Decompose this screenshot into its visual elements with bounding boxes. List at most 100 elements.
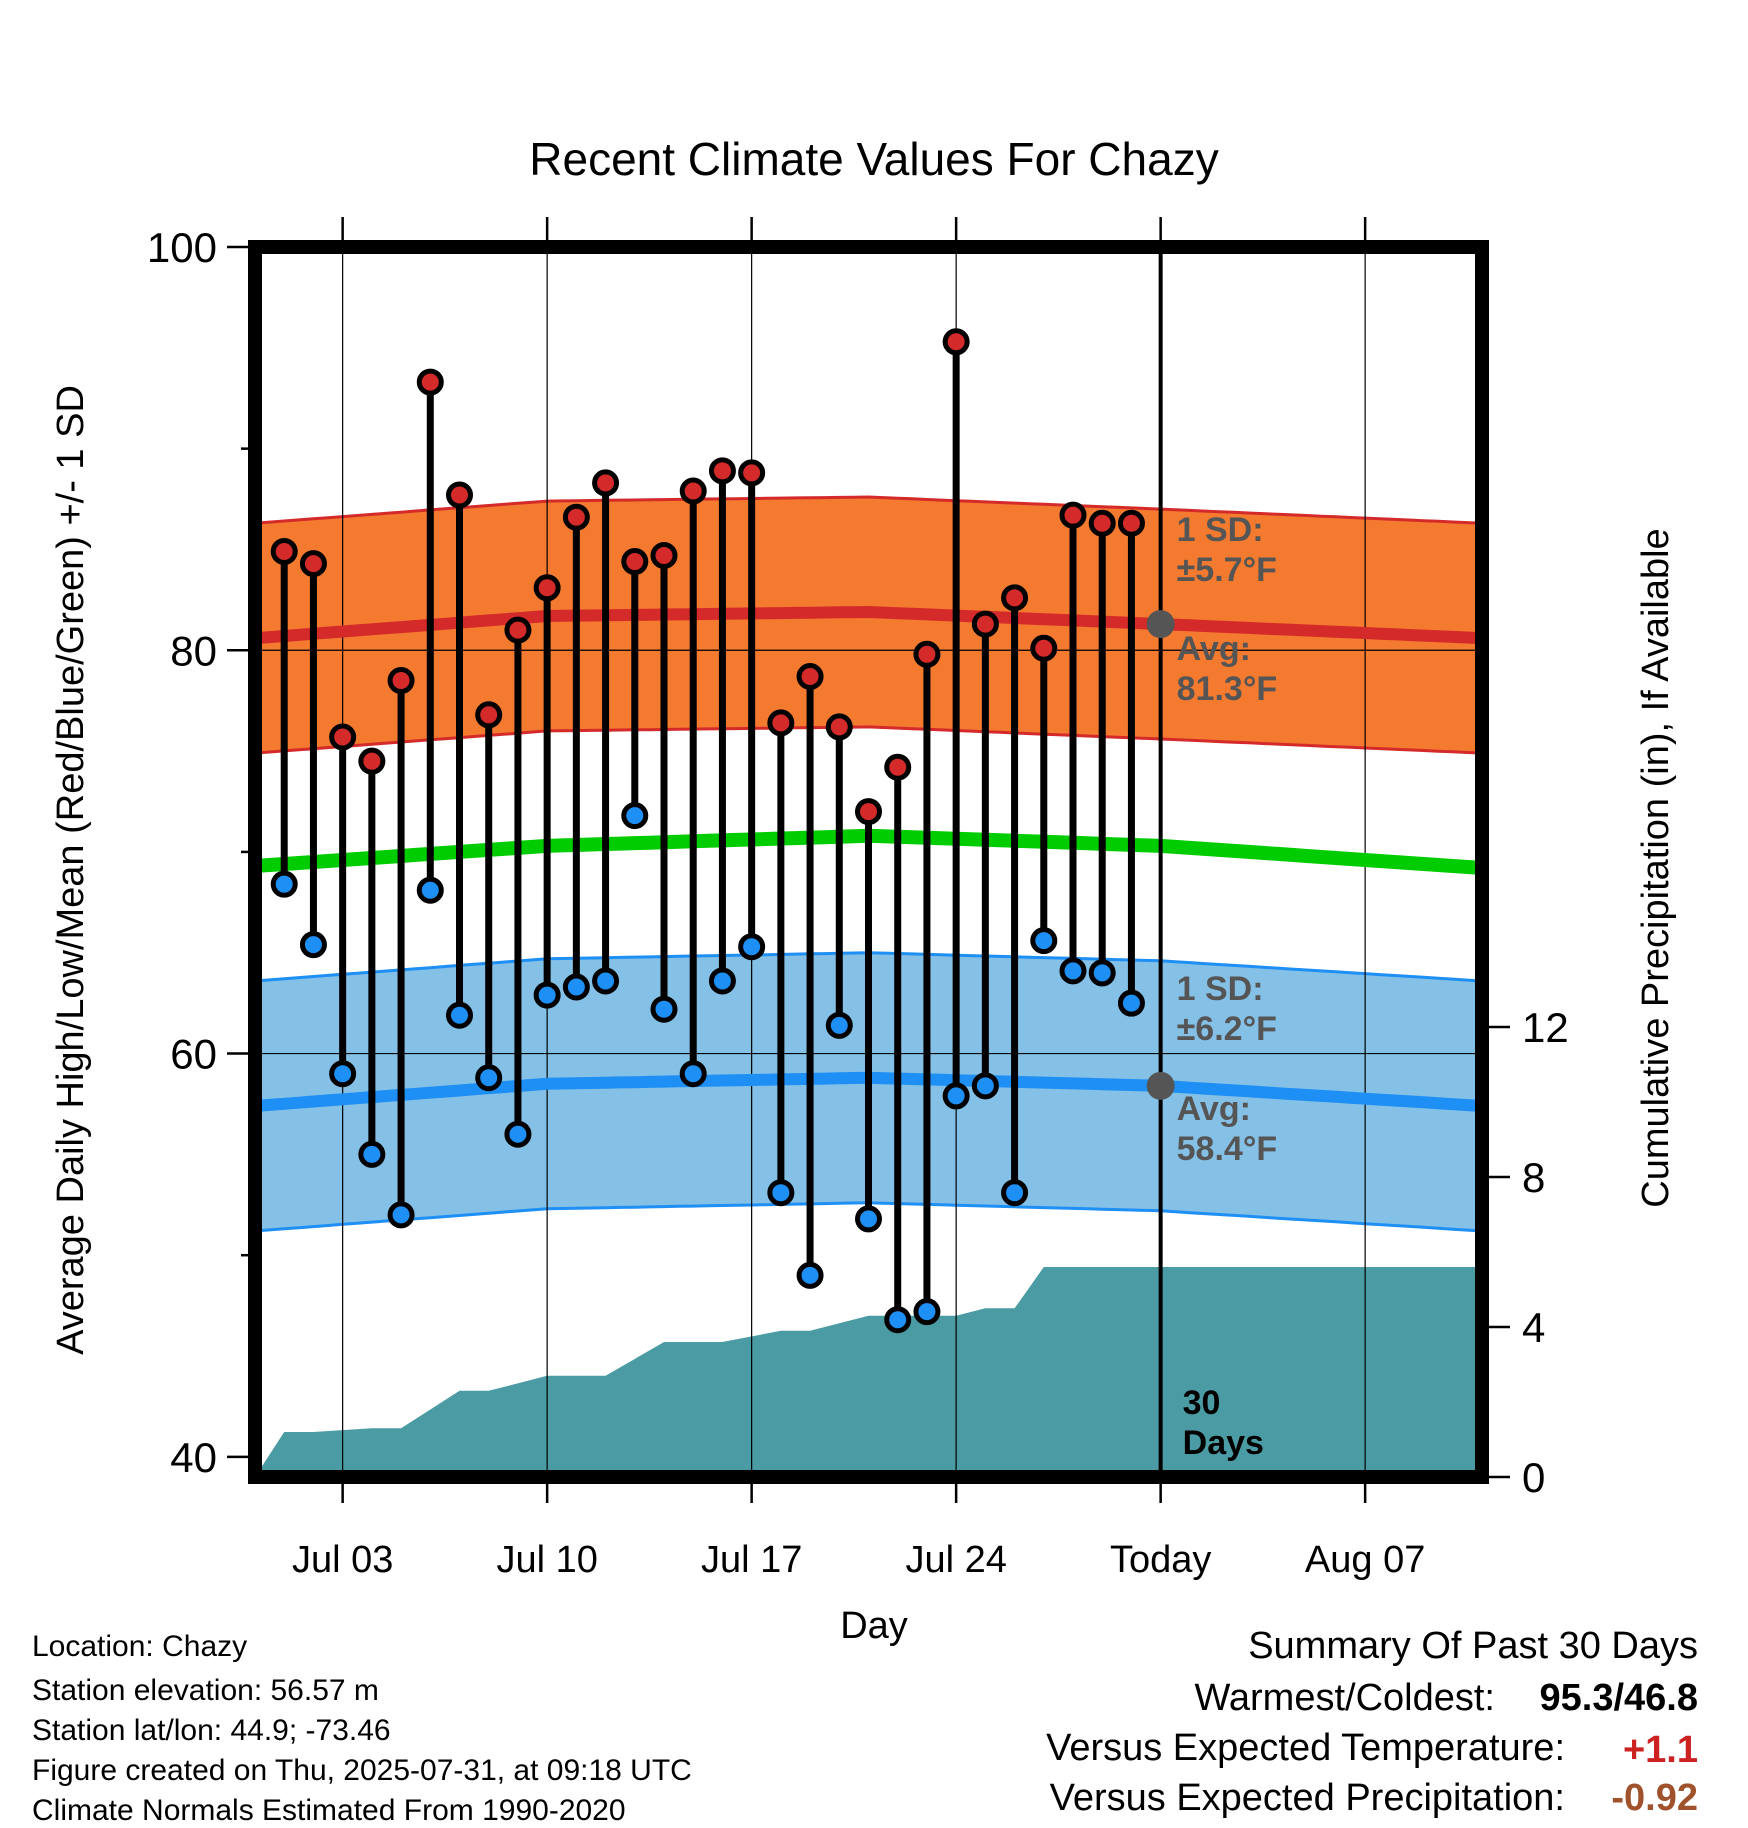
y-axis-label: Average Daily High/Low/Mean (Red/Blue/Gr… <box>50 385 92 1355</box>
y-tick-label: 60 <box>170 1031 217 1078</box>
daily-high-marker <box>416 368 444 396</box>
daily-low-marker <box>358 1140 386 1168</box>
daily-high-marker <box>708 457 736 485</box>
days-annotation: 30 Days <box>1183 1384 1264 1462</box>
high-avg-annotation: Avg: 81.3°F <box>1177 630 1278 708</box>
precip-area <box>255 1267 1482 1477</box>
station-elevation: Station elevation: 56.57 m <box>32 1674 379 1707</box>
precip-anomaly-label: Versus Expected Precipitation: <box>1050 1777 1565 1819</box>
warm-cold-label: Warmest/Coldest: <box>1194 1677 1495 1719</box>
x-tick-label: Jul 24 <box>905 1539 1006 1581</box>
daily-high-marker <box>767 709 795 737</box>
daily-low-marker <box>446 1001 473 1029</box>
daily-high-marker <box>270 537 298 565</box>
today-marker <box>1146 247 1175 1477</box>
y2-tick-label: 4 <box>1522 1304 1545 1351</box>
daily-high-marker <box>329 723 357 751</box>
daily-low-marker <box>708 967 736 995</box>
daily-high-marker <box>592 469 620 497</box>
daily-low-marker <box>329 1060 357 1088</box>
daily-high-marker <box>796 662 824 690</box>
daily-low-marker <box>1030 927 1058 955</box>
daily-high-marker <box>855 798 882 826</box>
daily-high-marker <box>884 753 912 781</box>
x-tick-label: Today <box>1110 1539 1211 1581</box>
daily-low-marker <box>504 1120 532 1148</box>
daily-low-marker <box>738 933 766 961</box>
daily-high-marker <box>913 640 941 668</box>
y2-tick-label: 12 <box>1522 1004 1569 1051</box>
daily-high-marker <box>533 574 561 602</box>
y2-tick-label: 0 <box>1522 1454 1545 1501</box>
temp-anomaly-label: Versus Expected Temperature: <box>1046 1727 1565 1769</box>
x-tick-label: Jul 10 <box>496 1539 597 1581</box>
daily-low-marker <box>270 870 298 898</box>
x-tick-label: Jul 03 <box>292 1539 393 1581</box>
y-tick-label: 80 <box>170 627 217 674</box>
warm-cold-value: 95.3/46.8 <box>1540 1677 1698 1719</box>
x-tick-label: Aug 07 <box>1305 1539 1425 1581</box>
daily-high-marker <box>942 328 970 356</box>
plot-border <box>248 240 1489 1484</box>
daily-low-marker <box>387 1201 415 1229</box>
daily-low-marker <box>1059 957 1087 985</box>
daily-high-marker <box>562 503 590 531</box>
daily-low-marker <box>1088 959 1116 987</box>
y-tick-label: 40 <box>170 1434 217 1481</box>
high-sd-band <box>255 497 1482 754</box>
daily-low-marker <box>1001 1179 1029 1207</box>
normal-high-today-dot <box>1146 610 1175 639</box>
x-tick-label: Jul 17 <box>701 1539 802 1581</box>
daily-high-marker <box>621 548 649 576</box>
daily-low-marker <box>767 1179 795 1207</box>
daily-low-marker <box>299 931 327 959</box>
y-tick-label: 100 <box>147 224 217 271</box>
daily-low-marker <box>650 995 678 1023</box>
station-location: Location: Chazy <box>32 1630 247 1663</box>
daily-low-marker <box>884 1306 912 1334</box>
daily-high-marker <box>1001 584 1029 612</box>
y2-tick-label: 8 <box>1522 1154 1545 1201</box>
daily-high-marker <box>1117 509 1145 537</box>
daily-high-marker <box>679 477 707 505</box>
daily-high-marker <box>650 542 678 570</box>
daily-high-marker <box>971 610 999 638</box>
station-latlon: Station lat/lon: 44.9; -73.46 <box>32 1714 391 1747</box>
daily-high-marker <box>1059 501 1087 529</box>
daily-low-marker <box>971 1072 999 1100</box>
daily-high-marker <box>299 550 327 578</box>
daily-low-marker <box>855 1205 882 1233</box>
x-axis-label: Day <box>840 1605 908 1647</box>
axes: 40 60 80 100 0 4 8 12 Jul 03 Jul 10 Jul 17 Jul 24 To… <box>147 217 1569 1581</box>
daily-high-marker <box>446 481 473 509</box>
low-avg-annotation: Avg: 58.4°F <box>1177 1090 1278 1168</box>
daily-low-marker <box>416 876 444 904</box>
precip-cumulative-area <box>255 1267 1482 1477</box>
daily-low-marker <box>825 1011 853 1039</box>
daily-low-marker <box>592 967 620 995</box>
daily-low-marker <box>1117 989 1145 1017</box>
daily-low-marker <box>679 1060 707 1088</box>
high-sd-annotation: 1 SD: ±5.7°F <box>1177 511 1277 589</box>
daily-low-marker <box>533 981 561 1009</box>
annotations: 1 SD: ±5.7°F Avg: 81.3°F 1 SD: ±6.2°F Avg: 58.4… <box>1177 511 1278 1462</box>
daily-high-marker <box>358 747 386 775</box>
daily-low-marker <box>942 1082 970 1110</box>
daily-low-marker <box>475 1064 503 1092</box>
precip-anomaly-value: -0.92 <box>1611 1777 1698 1819</box>
daily-high-marker <box>1088 509 1116 537</box>
daily-high-marker <box>475 701 503 729</box>
plot-frame <box>248 240 1489 1484</box>
daily-low-marker <box>796 1261 824 1289</box>
daily-high-marker <box>738 459 766 487</box>
daily-low-marker <box>562 973 590 1001</box>
summary-title: Summary Of Past 30 Days <box>1248 1625 1698 1667</box>
daily-high-marker <box>504 616 532 644</box>
y2-axis-label: Cumulative Precipitation (in), If Availa… <box>1635 528 1677 1207</box>
daily-low-marker <box>913 1298 941 1326</box>
chart-title: Recent Climate Values For Chazy <box>529 133 1218 185</box>
daily-high-marker <box>1030 634 1058 662</box>
normal-low-today-dot <box>1146 1071 1175 1100</box>
low-sd-annotation: 1 SD: ±6.2°F <box>1177 970 1277 1048</box>
